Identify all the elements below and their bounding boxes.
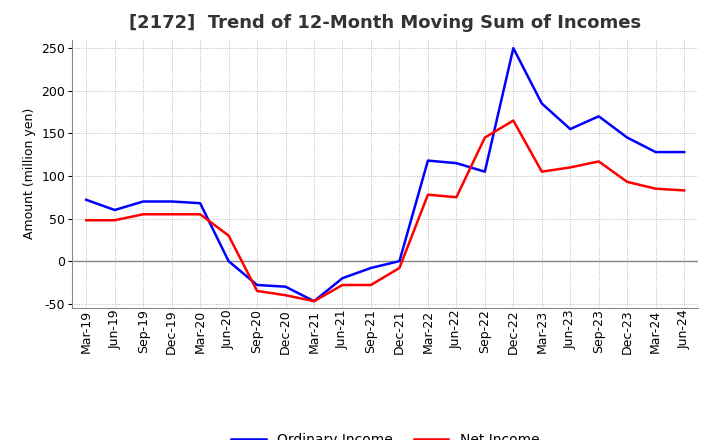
Ordinary Income xyxy=(509,45,518,51)
Ordinary Income xyxy=(537,101,546,106)
Ordinary Income xyxy=(680,150,688,155)
Ordinary Income xyxy=(366,265,375,271)
Ordinary Income xyxy=(652,150,660,155)
Net Income xyxy=(623,179,631,184)
Net Income xyxy=(537,169,546,174)
Net Income xyxy=(253,288,261,293)
Ordinary Income xyxy=(395,258,404,264)
Title: [2172]  Trend of 12-Month Moving Sum of Incomes: [2172] Trend of 12-Month Moving Sum of I… xyxy=(129,15,642,33)
Net Income xyxy=(480,135,489,140)
Net Income xyxy=(595,159,603,164)
Net Income xyxy=(82,218,91,223)
Net Income xyxy=(452,194,461,200)
Ordinary Income xyxy=(423,158,432,163)
Line: Net Income: Net Income xyxy=(86,121,684,301)
Net Income xyxy=(225,233,233,238)
Ordinary Income xyxy=(595,114,603,119)
Ordinary Income xyxy=(480,169,489,174)
Net Income xyxy=(680,188,688,193)
Legend: Ordinary Income, Net Income: Ordinary Income, Net Income xyxy=(225,428,545,440)
Net Income xyxy=(167,212,176,217)
Ordinary Income xyxy=(167,199,176,204)
Net Income xyxy=(338,282,347,288)
Ordinary Income xyxy=(452,161,461,166)
Net Income xyxy=(366,282,375,288)
Ordinary Income xyxy=(253,282,261,288)
Ordinary Income xyxy=(110,207,119,213)
Ordinary Income xyxy=(225,258,233,264)
Ordinary Income xyxy=(82,197,91,202)
Ordinary Income xyxy=(566,126,575,132)
Net Income xyxy=(423,192,432,197)
Net Income xyxy=(652,186,660,191)
Net Income xyxy=(139,212,148,217)
Net Income xyxy=(282,293,290,298)
Net Income xyxy=(566,165,575,170)
Ordinary Income xyxy=(196,201,204,206)
Ordinary Income xyxy=(139,199,148,204)
Ordinary Income xyxy=(338,275,347,281)
Net Income xyxy=(509,118,518,123)
Ordinary Income xyxy=(623,135,631,140)
Net Income xyxy=(395,265,404,271)
Ordinary Income xyxy=(310,299,318,304)
Net Income xyxy=(310,299,318,304)
Net Income xyxy=(110,218,119,223)
Net Income xyxy=(196,212,204,217)
Ordinary Income xyxy=(282,284,290,290)
Line: Ordinary Income: Ordinary Income xyxy=(86,48,684,301)
Y-axis label: Amount (million yen): Amount (million yen) xyxy=(22,108,35,239)
